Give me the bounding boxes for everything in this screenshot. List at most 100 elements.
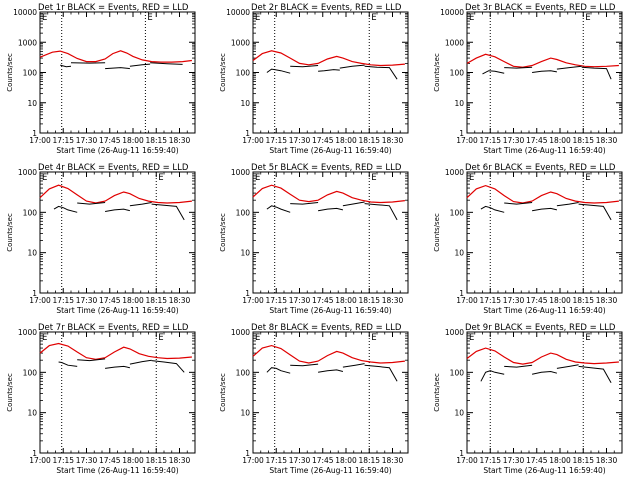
x-tick-label: 17:45	[526, 136, 548, 145]
marker-label-e: E	[42, 173, 47, 183]
chart-panel-7r: Det 7r BLACK = Events, RED = LLD 1 10 100 10…	[6, 323, 196, 475]
series-events-segment	[504, 202, 533, 205]
series-events-segment	[480, 370, 505, 382]
x-tick-label: 18:15	[145, 136, 167, 145]
x-tick-label: 17:00	[456, 136, 478, 145]
series-events-segment	[482, 70, 505, 75]
x-tick-label: 17:30	[76, 136, 98, 145]
x-tick-label: 17:00	[29, 456, 51, 465]
y-tick-label: 10	[240, 249, 250, 258]
y-tick-label: 10	[454, 99, 464, 108]
x-tick-label: 18:15	[358, 456, 380, 465]
x-tick-label: 18:00	[549, 136, 571, 145]
x-tick-label: 17:45	[99, 296, 121, 305]
series-events-segment	[364, 65, 398, 80]
y-axis-label: Counts/sec	[433, 213, 441, 252]
y-tick-label: 10	[240, 409, 250, 418]
y-tick-label: 10000	[13, 8, 37, 17]
series-events-segment	[556, 65, 582, 70]
series-events-segment	[129, 359, 152, 365]
series-events-segment	[290, 65, 319, 68]
marker-label-e: E	[158, 173, 163, 183]
y-tick-label: 100	[23, 208, 38, 217]
x-axis-label: Start Time (26-Aug-11 16:59:40)	[56, 466, 178, 475]
y-tick-label: 10	[27, 409, 37, 418]
y-tick-label: 1000	[445, 328, 464, 337]
series-events-segment	[105, 208, 131, 212]
x-tick-label: 17:15	[52, 456, 74, 465]
x-tick-label: 17:45	[99, 456, 121, 465]
marker-label-e: E	[371, 173, 376, 183]
x-axis-label: Start Time (26-Aug-11 16:59:40)	[56, 146, 178, 155]
series-lld-line	[39, 342, 192, 360]
series-events-segment	[58, 361, 78, 367]
marker-label-e: E	[469, 173, 474, 183]
x-axis-label: Start Time (26-Aug-11 16:59:40)	[56, 306, 178, 315]
series-events-segment	[578, 365, 612, 384]
x-tick-label: 18:15	[145, 296, 167, 305]
series-events-segment	[578, 203, 612, 221]
x-tick-label: 17:30	[76, 456, 98, 465]
y-tick-label: 1000	[231, 328, 250, 337]
y-tick-label: 1	[245, 129, 250, 138]
x-tick-label: 17:30	[289, 296, 311, 305]
chart-title: Det 2r BLACK = Events, RED = LLD	[251, 3, 402, 13]
marker-label-e: E	[42, 333, 47, 343]
marker-label-e: E	[42, 13, 47, 23]
y-tick-label: 1000	[18, 168, 37, 177]
marker-label-e: E	[585, 13, 590, 23]
x-tick-label: 18:00	[335, 296, 357, 305]
x-tick-label: 18:30	[596, 456, 618, 465]
chart-panel-4r: Det 4r BLACK = Events, RED = LLD 1 10 100 10…	[6, 163, 196, 315]
x-axis-label: Start Time (26-Aug-11 16:59:40)	[483, 146, 605, 155]
x-tick-label: 18:30	[169, 456, 191, 465]
marker-label-e: E	[255, 173, 260, 183]
x-tick-label: 18:30	[169, 296, 191, 305]
x-axis-label: Start Time (26-Aug-11 16:59:40)	[483, 466, 605, 475]
marker-label-e: E	[147, 13, 152, 23]
chart-panel-3r: Det 3r BLACK = Events, RED = LLD 1 10 100 10…	[433, 3, 623, 155]
series-events-segment	[318, 69, 340, 72]
x-tick-label: 17:15	[265, 136, 287, 145]
chart-title: Det 9r BLACK = Events, RED = LLD	[465, 323, 616, 333]
y-tick-label: 100	[23, 69, 38, 78]
series-events-segment	[531, 370, 558, 375]
x-tick-label: 18:30	[382, 296, 404, 305]
y-axis-label: Counts/sec	[433, 373, 441, 412]
chart-title: Det 4r BLACK = Events, RED = LLD	[38, 163, 189, 173]
x-tick-label: 18:15	[572, 136, 594, 145]
y-tick-label: 100	[236, 208, 251, 217]
series-events-segment	[342, 363, 365, 368]
marker-label-e: E	[255, 333, 260, 343]
x-tick-label: 17:30	[503, 296, 525, 305]
chart-title: Det 8r BLACK = Events, RED = LLD	[251, 323, 402, 333]
y-axis-label: Counts/sec	[6, 373, 14, 412]
x-tick-label: 18:00	[335, 456, 357, 465]
chart-panel-8r: Det 8r BLACK = Events, RED = LLD 1 10 100 10…	[219, 323, 409, 475]
series-lld-line	[466, 347, 619, 365]
series-events-segment	[53, 205, 78, 213]
series-events-segment	[105, 365, 131, 369]
x-tick-label: 17:45	[312, 136, 334, 145]
y-axis-label: Counts/sec	[219, 53, 227, 92]
marker-label-e: E	[371, 13, 376, 23]
series-events-segment	[290, 202, 319, 205]
y-tick-label: 1	[245, 449, 250, 458]
x-tick-label: 18:00	[122, 136, 144, 145]
x-tick-label: 18:30	[382, 456, 404, 465]
y-tick-label: 1000	[231, 168, 250, 177]
chart-panel-2r: Det 2r BLACK = Events, RED = LLD 1 10 100 10…	[219, 3, 409, 155]
marker-label-e: E	[255, 13, 260, 23]
series-events-segment	[129, 202, 152, 207]
y-tick-label: 100	[450, 69, 465, 78]
x-tick-label: 18:15	[145, 456, 167, 465]
x-tick-label: 18:15	[358, 136, 380, 145]
chart-panel-5r: Det 5r BLACK = Events, RED = LLD 1 10 100 10…	[219, 163, 409, 315]
y-tick-label: 1000	[231, 38, 250, 47]
x-axis-label: Start Time (26-Aug-11 16:59:40)	[269, 146, 391, 155]
chart-panel-6r: Det 6r BLACK = Events, RED = LLD 1 10 100 10…	[433, 163, 623, 315]
series-events-segment	[77, 358, 106, 362]
series-lld-line	[39, 50, 192, 63]
x-tick-label: 17:15	[265, 456, 287, 465]
